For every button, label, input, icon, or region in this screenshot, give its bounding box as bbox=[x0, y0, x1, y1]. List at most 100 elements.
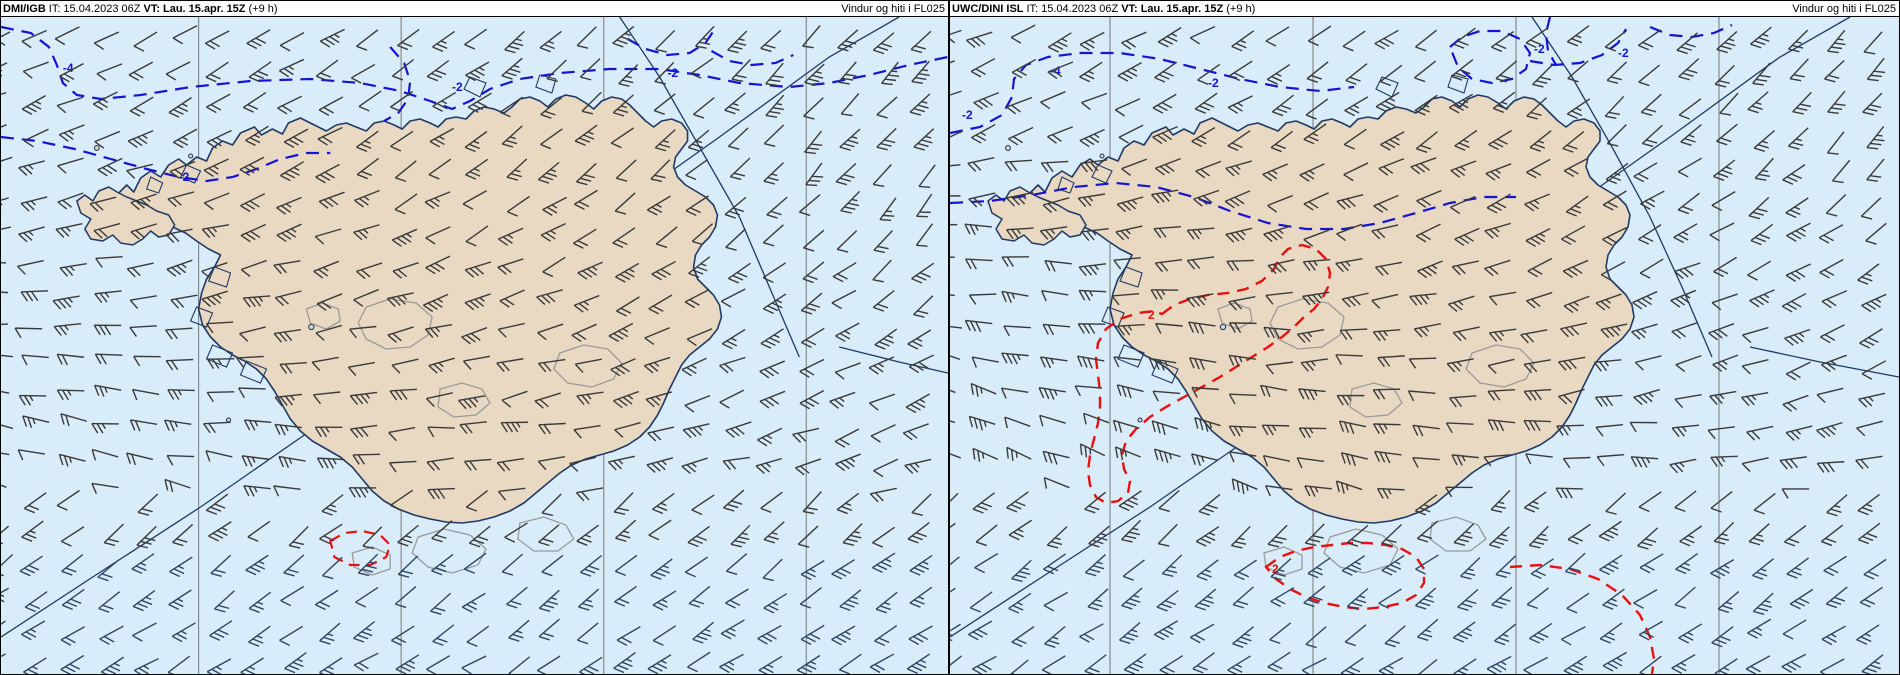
wind-barb bbox=[644, 327, 670, 346]
wind-barb bbox=[1454, 129, 1478, 151]
wind-barb bbox=[762, 558, 783, 582]
wind-barb bbox=[91, 482, 119, 494]
wind-barb bbox=[349, 391, 378, 405]
wind-barb bbox=[1717, 591, 1740, 614]
wind-barb bbox=[203, 421, 231, 434]
wind-barb bbox=[804, 130, 823, 155]
wind-barb bbox=[432, 624, 455, 646]
wind-barb bbox=[1711, 293, 1738, 311]
wind-barb bbox=[1604, 30, 1628, 52]
wind-barb bbox=[1298, 427, 1327, 439]
wind-barb bbox=[1415, 29, 1438, 52]
wind-barb bbox=[96, 63, 123, 81]
wind-barb bbox=[1112, 419, 1140, 433]
wind-barb bbox=[497, 322, 525, 338]
isotherm-label: -4 bbox=[1050, 64, 1061, 78]
wind-barb bbox=[966, 31, 993, 49]
wind-barb bbox=[1338, 420, 1367, 435]
wind-barb bbox=[950, 587, 956, 604]
wind-barb bbox=[23, 128, 49, 148]
wind-barb bbox=[1007, 659, 1029, 674]
wind-barb bbox=[538, 618, 561, 641]
wind-barb bbox=[1119, 622, 1141, 645]
wind-barb bbox=[1863, 558, 1887, 580]
wind-barb bbox=[1269, 622, 1292, 645]
wind-barb bbox=[1785, 425, 1813, 441]
wind-barb bbox=[1344, 96, 1369, 117]
wind-barb bbox=[432, 30, 455, 52]
wind-barb bbox=[918, 164, 936, 189]
wind-barb bbox=[1525, 27, 1549, 49]
wind-barb bbox=[872, 32, 895, 55]
wind-barb bbox=[574, 189, 598, 210]
wind-barb bbox=[133, 657, 159, 674]
wind-barb bbox=[464, 28, 488, 50]
wind-barb bbox=[1155, 157, 1181, 176]
wind-barb bbox=[248, 591, 272, 614]
wind-barb bbox=[467, 92, 492, 113]
map-layers-right: -4 -2 -2 -2 -2 2 2 bbox=[950, 17, 1899, 674]
wind-barb bbox=[537, 161, 560, 184]
wind-barb bbox=[834, 362, 861, 380]
wind-barb bbox=[719, 653, 744, 674]
wind-barb bbox=[1336, 193, 1364, 210]
wind-barb bbox=[731, 59, 751, 83]
wind-barb bbox=[311, 356, 339, 371]
wind-barb bbox=[1303, 585, 1326, 608]
wind-barb bbox=[1560, 322, 1588, 338]
wind-barb bbox=[967, 156, 995, 172]
wind-barb bbox=[1116, 196, 1144, 213]
wind-barb bbox=[950, 323, 963, 329]
wind-barb bbox=[170, 294, 198, 309]
wind-barb bbox=[397, 28, 420, 51]
wind-barb bbox=[427, 426, 455, 438]
wind-barb bbox=[1266, 63, 1291, 85]
wind-barb bbox=[574, 124, 598, 146]
wind-barb bbox=[276, 196, 302, 215]
wind-barb bbox=[542, 256, 566, 278]
wind-barb bbox=[388, 460, 417, 473]
wind-barb bbox=[1523, 419, 1552, 432]
wind-barb bbox=[127, 130, 154, 149]
wind-barb bbox=[1155, 322, 1183, 334]
wind-barb bbox=[248, 625, 271, 647]
wind-barb bbox=[1084, 554, 1106, 577]
wind-barb bbox=[1006, 491, 1029, 513]
wind-barb bbox=[1038, 387, 1066, 400]
wind-barb bbox=[968, 293, 997, 305]
wind-barb bbox=[20, 196, 48, 212]
wind-barb bbox=[1741, 457, 1769, 473]
panel-right-header: UWC/DINI ISL IT: 15.04.2023 06Z VT: Lau.… bbox=[950, 1, 1899, 17]
vt-value-right: Lau. 15.apr. 15Z bbox=[1140, 2, 1224, 15]
wind-barb bbox=[652, 590, 677, 611]
wind-barb bbox=[205, 450, 233, 462]
wind-barb bbox=[913, 295, 934, 318]
wind-barb bbox=[1680, 124, 1702, 147]
wind-barb bbox=[1414, 60, 1437, 83]
wind-barb bbox=[1816, 461, 1845, 473]
wind-barb bbox=[508, 656, 531, 674]
wind-barb bbox=[1121, 519, 1141, 543]
wind-barb bbox=[755, 457, 783, 474]
wind-barb bbox=[1452, 326, 1480, 342]
wind-barb bbox=[1079, 128, 1105, 148]
wind-barb bbox=[464, 293, 491, 311]
wind-barb bbox=[1595, 293, 1622, 311]
wind-barb bbox=[60, 413, 87, 427]
isotherm-label: -2 bbox=[1208, 76, 1219, 90]
wind-barb bbox=[60, 626, 85, 646]
wind-barb bbox=[1786, 222, 1811, 242]
wind-barb bbox=[425, 255, 451, 275]
wind-barb bbox=[1816, 387, 1844, 404]
wind-barb bbox=[424, 191, 451, 210]
wind-barb bbox=[1674, 586, 1696, 609]
wind-barb bbox=[206, 129, 232, 149]
wind-barb bbox=[430, 592, 452, 615]
wind-barb bbox=[1, 620, 6, 637]
wind-barb bbox=[1088, 525, 1110, 548]
wind-barb bbox=[1488, 526, 1510, 549]
wind-barb bbox=[1229, 60, 1253, 82]
wind-barb bbox=[537, 323, 564, 341]
wind-barb bbox=[1153, 225, 1182, 239]
wind-barb bbox=[1448, 295, 1475, 313]
